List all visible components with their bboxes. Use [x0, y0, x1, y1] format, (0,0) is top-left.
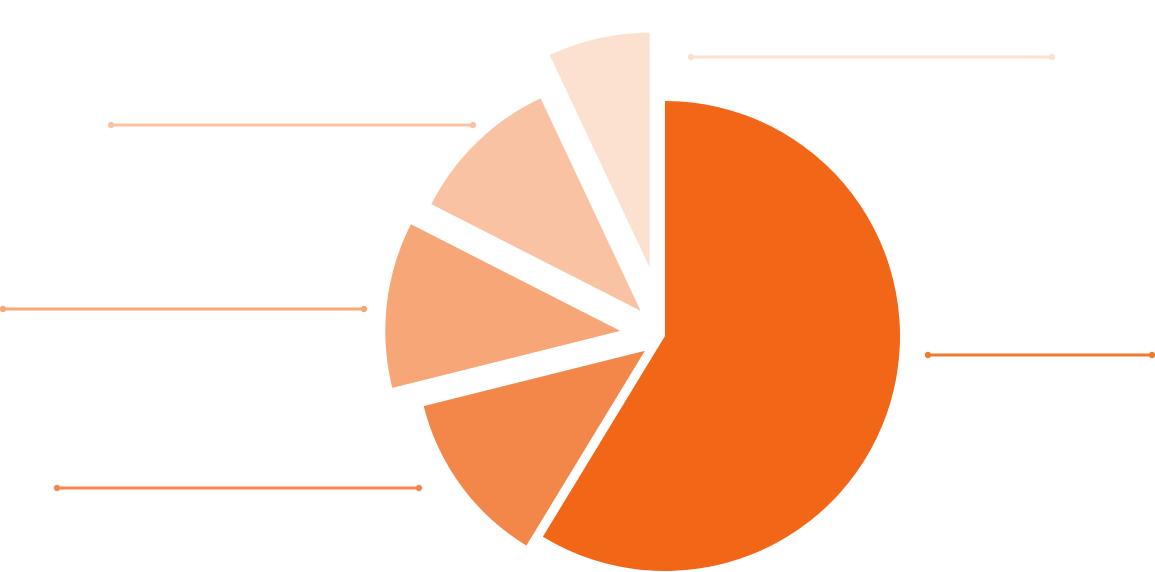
leader-dot-5-end — [1048, 53, 1056, 61]
leader-dot-1-start — [924, 351, 932, 359]
leader-dot-2-end — [415, 484, 423, 492]
leader-lines — [0, 53, 1155, 492]
leader-dot-5-start — [687, 53, 695, 61]
leader-dot-4-end — [469, 121, 477, 129]
pie-slice-2 — [423, 350, 645, 546]
leader-dot-1-end — [1148, 351, 1155, 359]
pie-slice-4 — [431, 98, 641, 311]
pie-slices — [385, 32, 901, 571]
leader-dot-3-start — [0, 305, 7, 313]
pie-slice-5 — [549, 32, 650, 268]
leader-dot-2-start — [53, 484, 61, 492]
pie-slice-1 — [542, 101, 901, 571]
leader-dot-3-end — [360, 305, 368, 313]
leader-dot-4-start — [107, 121, 115, 129]
pie-slice-3 — [385, 224, 621, 388]
